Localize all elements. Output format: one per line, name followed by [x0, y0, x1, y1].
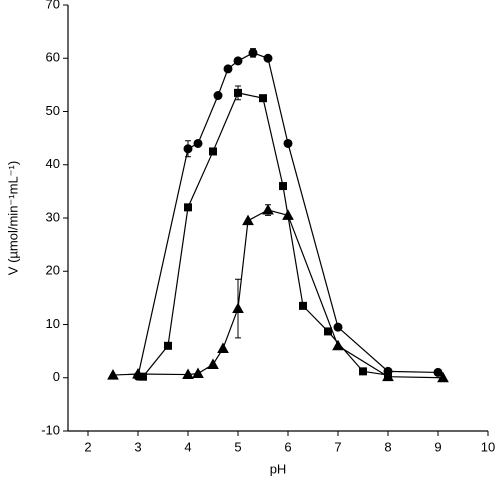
x-tick-label: 8 — [384, 439, 391, 454]
point — [263, 53, 273, 63]
point — [279, 182, 287, 191]
y-tick-label: 60 — [46, 50, 60, 65]
x-tick-label: 6 — [284, 439, 291, 454]
point — [282, 209, 294, 220]
point — [382, 370, 394, 382]
y-axis-title: V (µmol/min⁻¹mL⁻¹) — [5, 161, 20, 275]
series-line — [142, 92, 389, 378]
point — [233, 56, 243, 66]
y-tick-label: 0 — [53, 369, 60, 384]
point — [193, 138, 203, 148]
x-tick-label: 4 — [184, 439, 191, 454]
point — [333, 322, 343, 332]
x-tick-label: 10 — [481, 439, 495, 454]
point — [248, 48, 258, 58]
point — [242, 214, 254, 226]
point — [213, 91, 223, 101]
point — [259, 94, 267, 103]
point — [232, 302, 244, 314]
y-tick-label: 70 — [46, 0, 60, 11]
x-tick-label: 9 — [434, 439, 441, 454]
point — [283, 138, 293, 148]
point — [209, 147, 217, 156]
point — [184, 203, 192, 212]
y-tick-label: 40 — [46, 156, 60, 171]
x-tick-label: 2 — [84, 439, 91, 454]
point — [437, 371, 449, 383]
point — [182, 368, 194, 380]
point — [132, 367, 144, 379]
point — [262, 203, 274, 215]
x-axis-title: pH — [270, 461, 287, 476]
point — [359, 367, 367, 376]
point — [223, 64, 233, 74]
point — [217, 342, 229, 353]
point — [332, 339, 344, 351]
y-tick-label: 20 — [46, 263, 60, 278]
point — [433, 367, 443, 377]
point — [234, 88, 242, 97]
point — [299, 301, 307, 310]
point — [192, 367, 204, 378]
x-tick-label: 7 — [334, 439, 341, 454]
point — [107, 369, 119, 380]
y-tick-label: -10 — [41, 422, 60, 437]
x-tick-label: 5 — [234, 439, 241, 454]
point — [183, 144, 193, 154]
y-tick-label: 10 — [46, 316, 60, 331]
y-tick-label: 50 — [46, 103, 60, 118]
y-tick-label: 30 — [46, 209, 60, 224]
x-tick-label: 3 — [134, 439, 141, 454]
point — [164, 341, 172, 350]
point — [324, 327, 332, 336]
point — [207, 358, 219, 369]
